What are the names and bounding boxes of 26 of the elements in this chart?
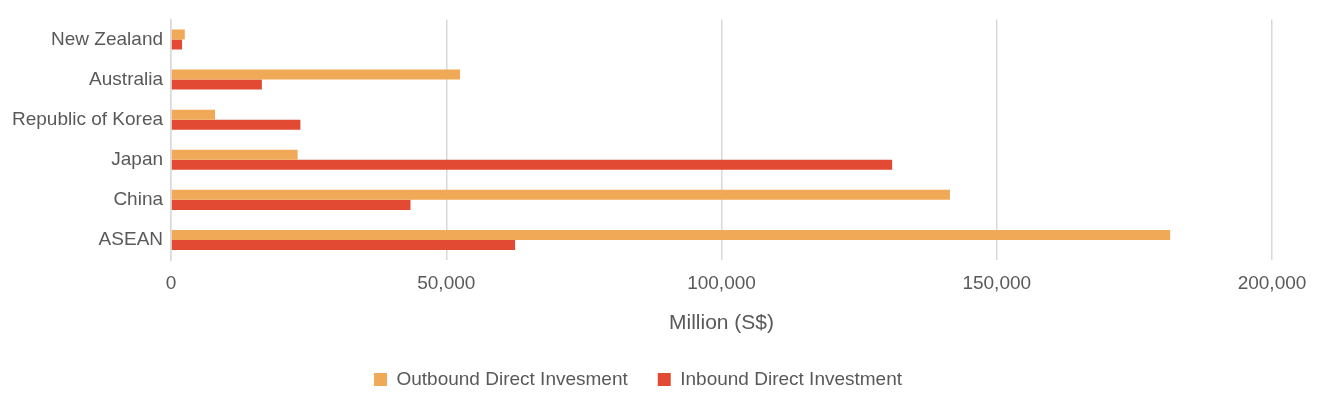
x-tick-label: 200,000 [1237, 271, 1307, 293]
bar [171, 119, 301, 130]
bar [171, 199, 411, 210]
bar [171, 29, 185, 40]
bar [171, 159, 893, 170]
bar [171, 39, 183, 50]
legend-label: Inbound Direct Investment [680, 367, 903, 389]
y-tick-label: ASEAN [98, 228, 164, 250]
bar [171, 189, 950, 200]
x-tick-label: 100,000 [687, 271, 756, 293]
bar [171, 149, 298, 160]
x-axis-title: Million (S$) [669, 310, 775, 334]
y-tick-label: China [113, 188, 164, 210]
x-tick-label: 50,000 [417, 271, 476, 293]
bar [171, 69, 461, 80]
bar [171, 79, 262, 90]
bar [171, 229, 1171, 240]
bar [171, 109, 216, 120]
x-tick-label: 150,000 [962, 271, 1032, 293]
legend-label: Outbound Direct Invesment [396, 367, 629, 389]
y-tick-label: Japan [111, 147, 164, 169]
y-tick-label: New Zealand [51, 27, 164, 49]
bar [171, 239, 516, 250]
y-tick-label: Republic of Korea [11, 107, 164, 129]
x-tick-label: 0 [165, 271, 177, 293]
y-tick-label: Australia [89, 67, 164, 89]
